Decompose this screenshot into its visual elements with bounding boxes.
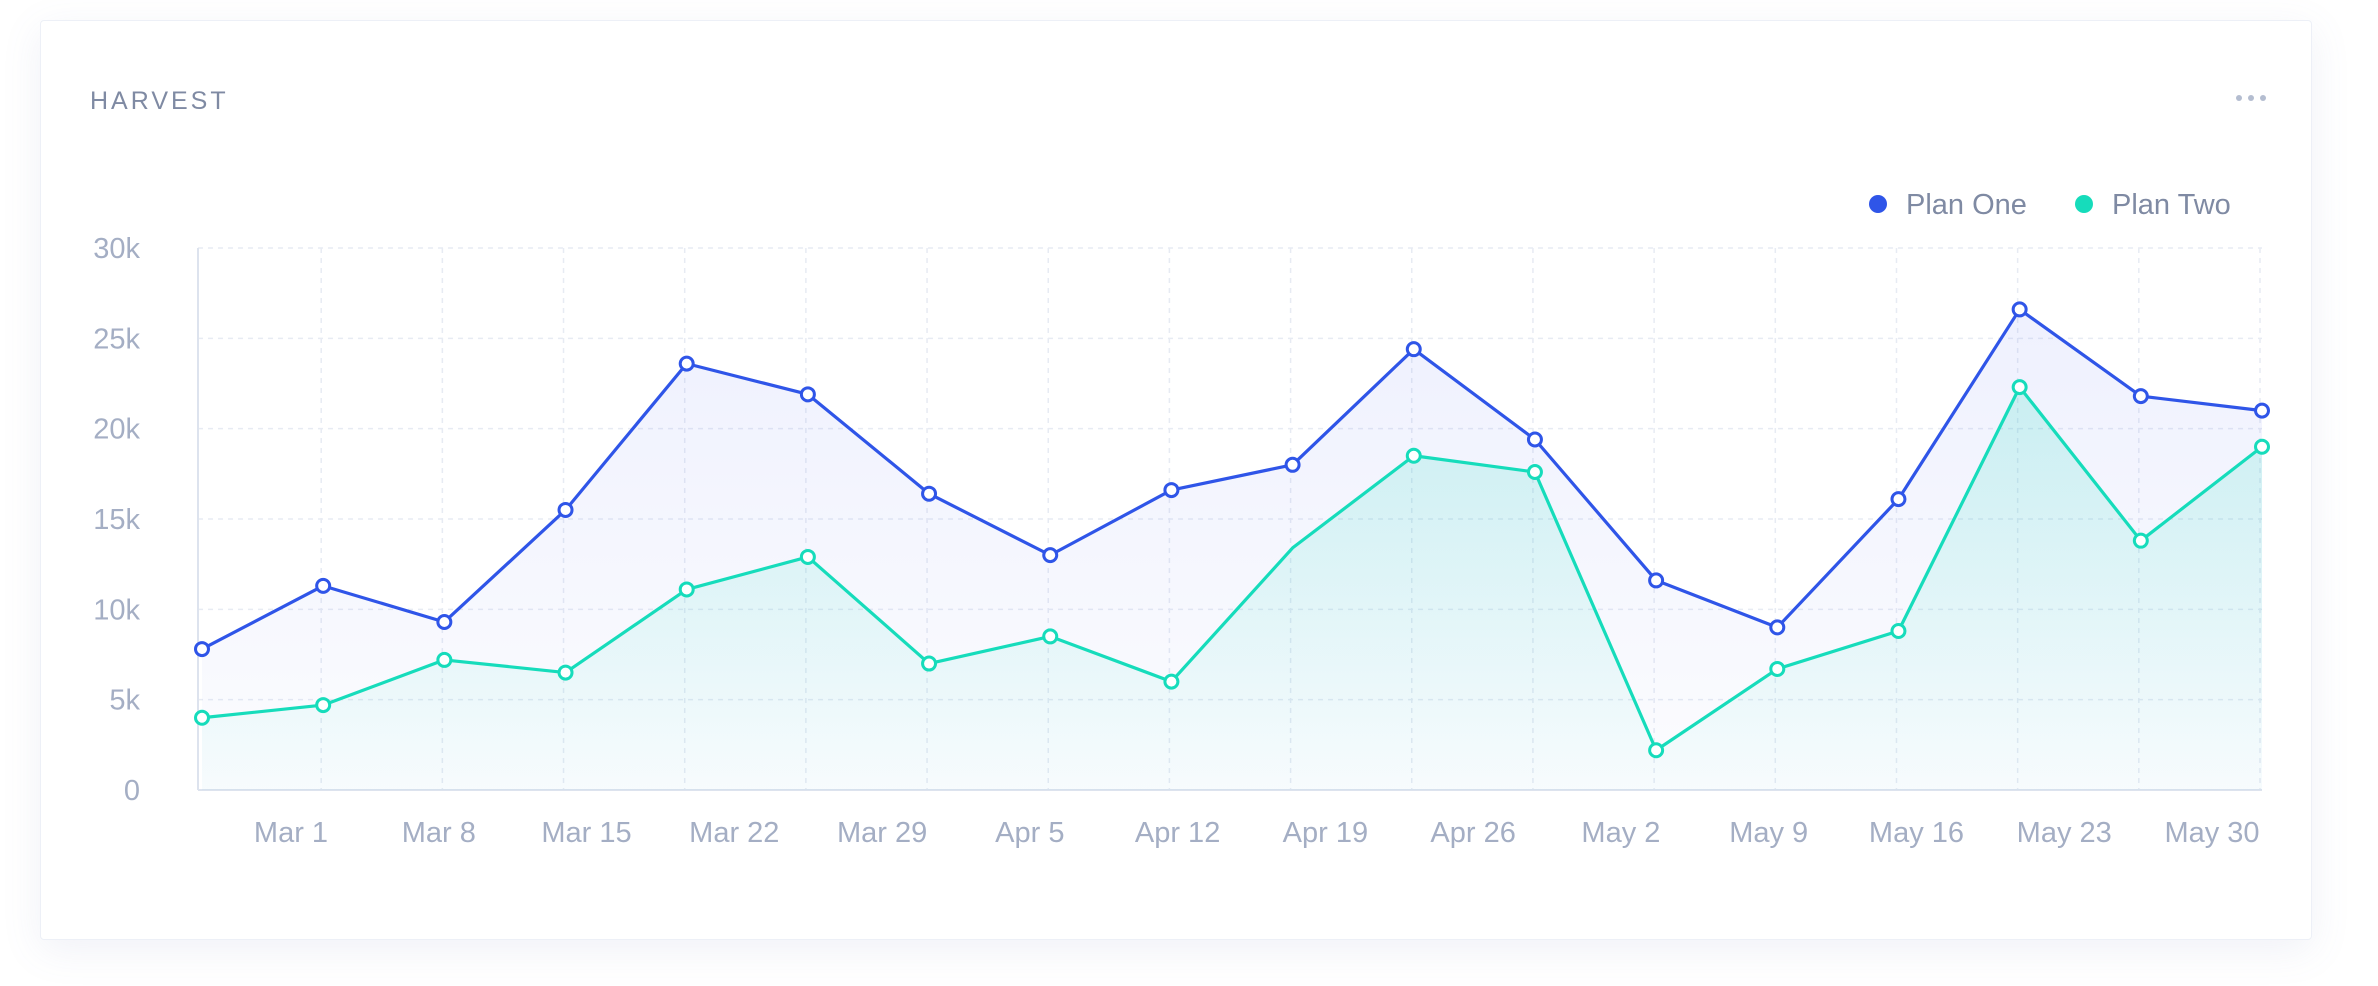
data-point[interactable] [1890,491,1907,508]
data-point[interactable] [678,355,695,372]
data-point[interactable] [1284,456,1301,473]
x-tick-label: Mar 1 [254,817,328,849]
data-point[interactable] [315,577,332,594]
y-tick-label: 20k [93,414,140,446]
data-point[interactable] [921,655,938,672]
x-tick-label: Apr 5 [995,817,1064,849]
data-point[interactable] [194,709,210,726]
data-point[interactable] [1163,482,1180,499]
legend-label-1[interactable]: Plan One [1906,189,2027,221]
data-point[interactable] [1042,547,1059,564]
x-tick-label: May 16 [1869,817,1964,849]
data-point[interactable] [2011,301,2028,318]
x-tick-label: Apr 12 [1135,817,1220,849]
data-point[interactable] [2011,379,2028,396]
legend-label-2[interactable]: Plan Two [2112,189,2231,221]
data-point[interactable] [557,501,574,518]
series-line-2 [201,385,2263,752]
data-point[interactable] [678,581,695,598]
data-point[interactable] [436,651,453,668]
data-point[interactable] [1648,742,1665,759]
x-tick-label: May 23 [2017,817,2112,849]
data-point[interactable] [1042,628,1059,645]
series-line-1 [201,307,2263,651]
data-point[interactable] [2254,402,2270,419]
data-point[interactable] [1526,431,1543,448]
legend-marker-2[interactable] [2075,195,2093,213]
y-tick-label: 30k [93,233,140,265]
legend-marker-1[interactable] [1869,195,1887,213]
x-tick-label: Apr 26 [1430,817,1515,849]
data-point[interactable] [1163,673,1180,690]
x-tick-label: Mar 8 [402,817,476,849]
data-point[interactable] [1405,341,1422,358]
data-point[interactable] [2132,532,2149,549]
x-tick-label: May 30 [2164,817,2259,849]
x-tick-label: May 9 [1729,817,1808,849]
data-point[interactable] [1405,447,1422,464]
data-point[interactable] [2132,388,2149,405]
y-tick-label: 5k [109,685,140,717]
y-tick-label: 25k [93,323,140,355]
data-point[interactable] [194,641,210,658]
data-point[interactable] [2254,438,2270,455]
x-tick-label: May 2 [1581,817,1660,849]
data-point[interactable] [557,664,574,681]
data-point[interactable] [799,386,816,403]
data-point[interactable] [1648,572,1665,589]
data-point[interactable] [315,697,332,714]
data-point[interactable] [1769,619,1786,636]
data-point[interactable] [436,613,453,630]
x-tick-label: Mar 15 [541,817,631,849]
data-point[interactable] [1890,623,1907,640]
data-point[interactable] [921,485,938,502]
card-title: HARVEST [90,87,229,115]
x-tick-label: Mar 29 [837,817,927,849]
more-options-icon[interactable] [2221,83,2281,113]
y-tick-label: 10k [93,594,140,626]
x-tick-label: Apr 19 [1283,817,1368,849]
data-point[interactable] [1526,464,1543,481]
y-tick-label: 15k [93,504,140,536]
data-point[interactable] [799,548,816,565]
x-tick-label: Mar 22 [689,817,779,849]
y-tick-label: 0 [124,775,140,807]
data-point[interactable] [1769,660,1786,677]
